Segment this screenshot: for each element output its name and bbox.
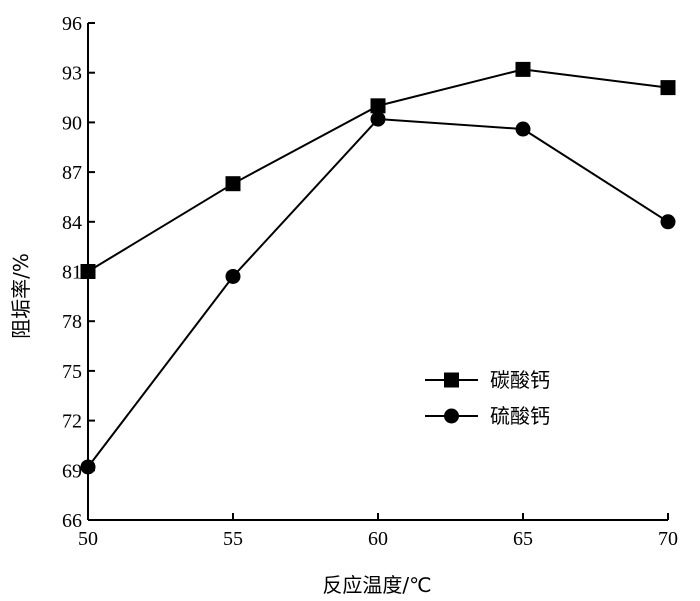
- y-tick-label: 84: [62, 212, 82, 234]
- y-axis-ticks: 66 69 72 75 78 81 84 87 90 93 96: [62, 13, 95, 532]
- x-tick-label: 50: [78, 528, 98, 550]
- x-axis-ticks: 50 55 60 65 70: [78, 513, 678, 550]
- x-tick-label: 65: [513, 528, 533, 550]
- data-point-circle: [660, 214, 676, 230]
- legend-label: 硫酸钙: [490, 404, 550, 428]
- y-tick-label: 75: [62, 361, 82, 383]
- series-2: [80, 111, 676, 475]
- y-tick-label: 72: [62, 411, 82, 433]
- data-point-square: [660, 80, 676, 96]
- x-tick-label: 60: [368, 528, 388, 550]
- legend-marker-square: [444, 372, 459, 388]
- data-point-square: [370, 98, 386, 114]
- legend-item: 碳酸钙: [425, 368, 550, 392]
- legend-marker-circle: [444, 408, 459, 424]
- series-layer: [80, 61, 676, 475]
- x-axis-title: 反应温度/℃: [322, 573, 431, 597]
- data-point-square: [80, 264, 96, 279]
- y-tick-label: 96: [62, 13, 82, 35]
- y-tick-label: 78: [62, 311, 82, 333]
- y-tick-label: 90: [62, 112, 82, 134]
- data-point-square: [225, 176, 241, 192]
- y-tick-label: 66: [62, 510, 82, 532]
- x-tick-label: 55: [223, 528, 243, 550]
- y-tick-label: 87: [62, 162, 82, 184]
- legend-item: 硫酸钙: [425, 404, 550, 428]
- y-tick-label: 93: [62, 63, 82, 85]
- x-tick-label: 70: [658, 528, 678, 550]
- series-line: [87, 118, 669, 468]
- series-1: [80, 61, 676, 279]
- data-point-circle: [225, 268, 241, 284]
- legend-label: 碳酸钙: [490, 368, 550, 392]
- y-tick-label: 81: [62, 262, 82, 284]
- data-point-circle: [80, 459, 96, 475]
- y-tick-label: 69: [62, 460, 82, 482]
- axes: [87, 23, 668, 521]
- y-axis-title: 阻垢率/%: [9, 253, 33, 339]
- data-point-circle: [515, 121, 531, 137]
- data-point-square: [515, 61, 531, 77]
- data-point-circle: [370, 111, 386, 127]
